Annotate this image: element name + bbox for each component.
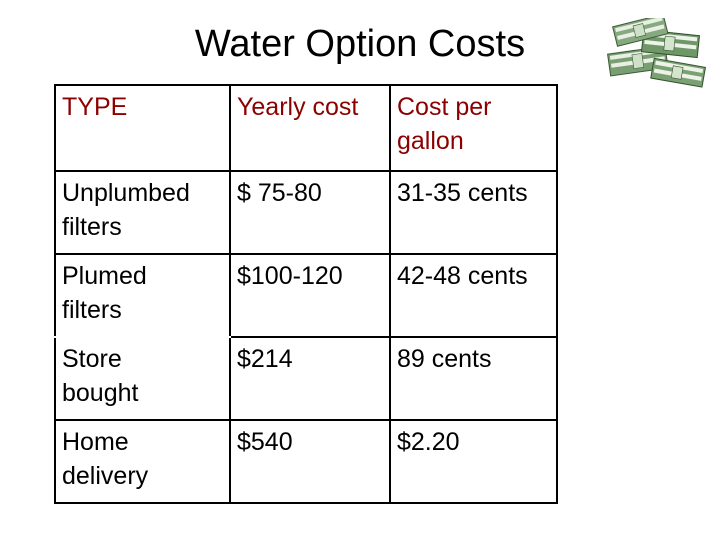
header-cost-per-gallon: Cost per gallon xyxy=(389,84,558,172)
cell-cost-per-gallon: 89 cents xyxy=(389,336,558,421)
header-yearly-cost: Yearly cost xyxy=(229,84,391,172)
cell-yearly-cost: $214 xyxy=(229,336,391,421)
table-row: Home delivery $540 $2.20 xyxy=(54,419,558,504)
slide-title: Water Option Costs xyxy=(194,23,526,65)
table-row: Unplumbed filters $ 75-80 31-35 cents xyxy=(54,170,558,255)
table-row: Plumed filters $100-120 42-48 cents xyxy=(54,253,558,338)
money-stack-icon xyxy=(607,18,707,88)
cell-yearly-cost: $540 xyxy=(229,419,391,504)
cell-cost-per-gallon: $2.20 xyxy=(389,419,558,504)
cell-type: Unplumbed filters xyxy=(54,170,231,255)
table-header-row: TYPE Yearly cost Cost per gallon xyxy=(54,84,558,172)
cell-cost-per-gallon: 31-35 cents xyxy=(389,170,558,255)
cell-yearly-cost: $ 75-80 xyxy=(229,170,391,255)
cell-cost-per-gallon: 42-48 cents xyxy=(389,253,558,338)
water-costs-table: TYPE Yearly cost Cost per gallon Unplumb… xyxy=(54,84,558,504)
cell-type: Store bought xyxy=(54,336,231,421)
cell-type: Plumed filters xyxy=(54,253,231,338)
cell-type: Home delivery xyxy=(54,419,231,504)
cell-yearly-cost: $100-120 xyxy=(229,253,391,338)
header-type: TYPE xyxy=(54,84,231,172)
table-row: Store bought $214 89 cents xyxy=(54,336,558,421)
